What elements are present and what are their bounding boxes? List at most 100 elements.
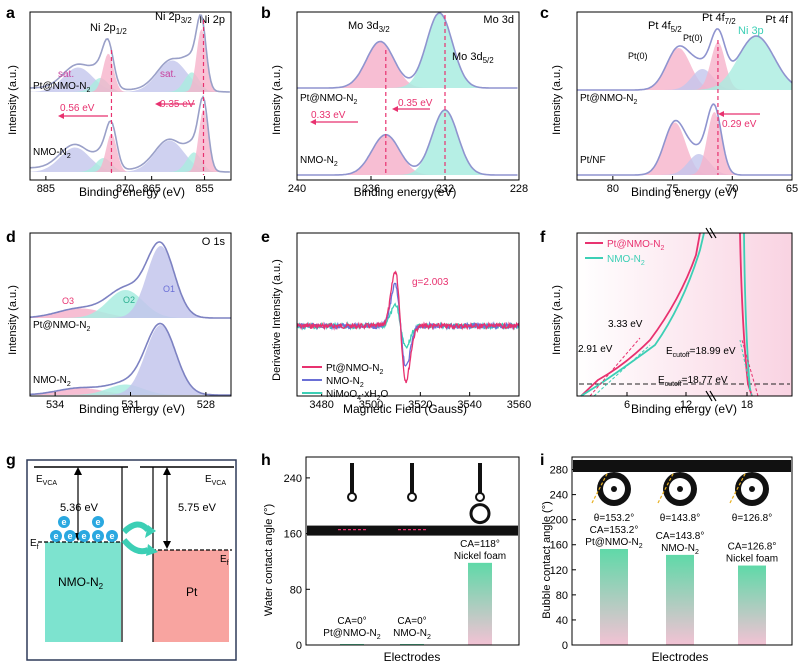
i-theta-label-1: θ=143.8°: [660, 513, 700, 524]
e-xtick-label: 3540: [457, 399, 481, 411]
panel-a-sat-left: sat.: [58, 69, 74, 80]
panel-e-g-label: g=2.003: [412, 277, 449, 288]
panel-c-shift-right: 0.29 eV: [722, 119, 757, 130]
legend-text-nimoo4: NiMoO4·xH2O: [326, 389, 389, 402]
a-xtick-label: 855: [195, 183, 213, 195]
electron-label-4: e: [109, 531, 114, 541]
a-top-component-0: [30, 67, 230, 92]
panel-e-legend: Pt@NMO-N2 NMO-N2 NiMoO4·xH2O: [302, 363, 389, 402]
panel-c-arrowhead-right: [718, 111, 724, 117]
i-bubble-core-0: [611, 486, 617, 492]
electron-label-5: e: [61, 517, 66, 527]
b-bottom-component-1: [297, 110, 518, 175]
h-ca-label-0: CA=0°: [337, 616, 366, 627]
panel-g-transfer-arrowhead-bottom: [146, 544, 158, 556]
h-needle-tip-1: [407, 492, 417, 502]
c-bottom-component-0: [577, 122, 792, 175]
i-ytick-label: 120: [550, 565, 568, 577]
panel-f-ann-cutoff-1: Ecutoff=18.99 eV: [666, 346, 736, 359]
panel-g-nmo-label: NMO-N2: [58, 575, 104, 591]
panel-a-arrowhead-left: [58, 113, 64, 119]
d-top-component-0: [30, 308, 231, 318]
electron-label-1: e: [67, 531, 72, 541]
panel-f-plot: 6 12 18: [579, 227, 790, 411]
panel-h: h Water contact angle (°) Electrodes 0 80…: [261, 452, 520, 664]
i-ytick-label: 40: [556, 615, 568, 627]
panel-letter-d: d: [6, 229, 16, 246]
legend-text-nmo-f: NMO-N2: [607, 254, 645, 267]
panel-g-evca-left: EVCA: [36, 474, 57, 487]
i-ca-label-1: CA=143.8°: [656, 531, 705, 542]
i-bubble-core-1: [677, 486, 683, 492]
panel-d-o3: O3: [62, 296, 74, 306]
b-xtick-label: 228: [510, 183, 528, 195]
a-xtick-label: 870: [116, 183, 134, 195]
i-electrode-strip: [573, 460, 791, 472]
f-guide-nmo: [593, 344, 651, 397]
panel-a-corner-label: Ni 2p: [199, 14, 225, 26]
electron-label-6: e: [95, 517, 100, 527]
panel-letter-e: e: [261, 229, 270, 246]
a-xtick-label: 865: [142, 183, 160, 195]
panel-c-xlabel: Binding energy (eV): [631, 185, 737, 199]
legend-text-pt: Pt@NMO-N2: [326, 363, 383, 376]
panel-c-pt4f72: Pt 4f7/2: [702, 12, 736, 26]
f-xtick-label: 6: [624, 399, 630, 411]
a-xtick-label: 885: [37, 183, 55, 195]
panel-d-o2: O2: [123, 295, 135, 305]
panel-a-sample-bottom: NMO-N2: [33, 147, 71, 160]
i-theta-label-0: θ=153.2°: [594, 513, 634, 524]
d-bottom-component-0: [30, 388, 231, 395]
panel-c-corner-label: Pt 4f: [765, 14, 789, 26]
panel-b-xlabel: Binding energy(eV): [354, 185, 457, 199]
i-bubble-core-2: [749, 486, 755, 492]
panel-a-xlabel: Binding energy (eV): [79, 185, 185, 199]
i-bar-2: [738, 565, 766, 645]
electron-circle-2: [78, 530, 90, 542]
panel-e-frame: [296, 232, 520, 397]
panel-e: e Derivative Intensity (a.u.) Magnetic F…: [261, 229, 531, 416]
i-angle-line-0: [591, 471, 609, 504]
i-ytick-label: 200: [550, 515, 568, 527]
d-xtick-label: 534: [46, 399, 64, 411]
i-ytick-label: 240: [550, 490, 568, 502]
electron-circle-0: [50, 530, 62, 542]
panel-i-frame: [571, 456, 793, 646]
panel-a-arrowhead-right: [155, 101, 161, 107]
i-electrode-label-2: Nickel foam: [726, 554, 778, 565]
panel-c-pt0-left: Pt(0): [628, 51, 648, 61]
h-needle-tip-2: [475, 492, 485, 502]
e-xtick-label: 3560: [507, 399, 531, 411]
a-bottom-component-0: [30, 147, 230, 172]
panel-h-frame: [305, 456, 520, 646]
panel-g-ef-left: Ef: [30, 538, 39, 551]
h-ytick-label: 0: [296, 640, 302, 652]
panel-g-electrons: e e e e ee e: [50, 516, 118, 542]
d-bottom-component-2: [30, 325, 231, 395]
f-series-nmo-right: [743, 232, 751, 391]
panel-letter-a: a: [6, 5, 15, 22]
panel-g-transfer-arrow-bottom: [121, 538, 150, 555]
panel-g-transfer-arrow-top: [121, 521, 151, 535]
panel-e-ylabel: Derivative Intensity (a.u.): [271, 259, 283, 381]
d-top-component-2: [30, 246, 231, 318]
c-top-envelope: [577, 28, 793, 91]
i-electrode-label-1: NMO-N2: [661, 543, 699, 556]
d-bottom-envelope: [29, 322, 231, 396]
panel-i-ylabel: Bubble contact angle (°): [541, 501, 553, 619]
panel-g-wf-right: 5.75 eV: [178, 502, 217, 514]
panel-b-arrowhead-left: [310, 119, 316, 125]
panel-g-wf-arrowhead-right-top: [163, 467, 171, 475]
c-xtick-label: 65: [786, 183, 798, 195]
panel-c-plot: 80 75 70 65: [577, 28, 798, 195]
h-electrode-label-2: Nickel foam: [454, 551, 506, 562]
b-xtick-label: 236: [362, 183, 380, 195]
e-xtick-label: 3480: [309, 399, 333, 411]
panel-h-ylabel: Water contact angle (°): [263, 504, 275, 616]
c-bottom-envelope: [577, 103, 792, 176]
panel-c-sample-bottom: Pt/NF: [580, 155, 606, 166]
panel-h-xlabel: Electrodes: [384, 650, 441, 664]
panel-g-evca-right: EVCA: [205, 474, 226, 487]
panel-g-wf-arrowhead-left-top: [74, 467, 82, 475]
